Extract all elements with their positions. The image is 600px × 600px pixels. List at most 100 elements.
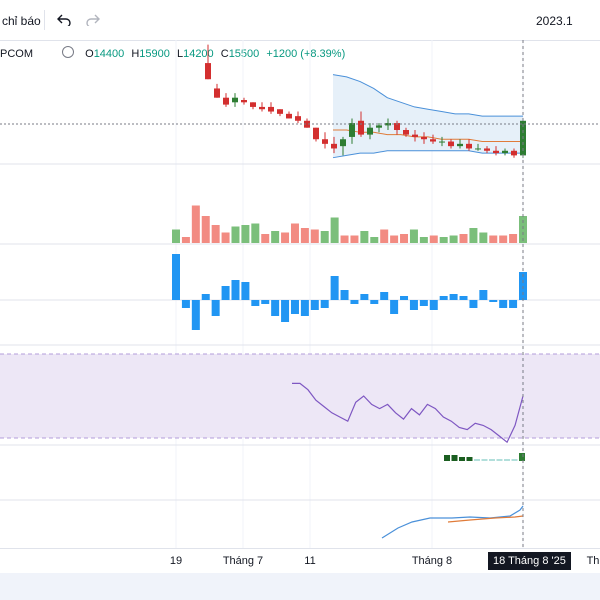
volume-bar — [300, 228, 309, 243]
x-tick: Tháng 8 — [411, 555, 453, 567]
macd-bar — [330, 276, 339, 300]
volume-bar — [201, 216, 210, 243]
signal-line-orange — [447, 515, 524, 523]
period-selector[interactable]: 2023.1 — [536, 14, 573, 28]
volume-bar — [509, 234, 518, 243]
bollinger-upper — [332, 74, 523, 117]
bollinger-fill — [333, 74, 523, 158]
oscillator-bar — [466, 457, 473, 461]
macd-bar — [439, 296, 448, 300]
macd-bar — [459, 296, 468, 300]
rsi-layer — [292, 382, 524, 444]
candle-body — [259, 106, 265, 110]
volume-bar — [390, 235, 399, 243]
volume-bar — [172, 229, 180, 243]
macd-bar — [261, 300, 270, 304]
volume-bar — [380, 229, 389, 243]
candle-body — [448, 141, 454, 147]
macd-bar — [231, 280, 240, 300]
macd-bar — [360, 294, 369, 300]
volume-bar — [469, 228, 478, 243]
candle-body — [232, 97, 238, 103]
candle-body — [340, 139, 346, 147]
volume-bar — [181, 237, 190, 243]
symbol-label[interactable]: PCOM — [0, 48, 33, 60]
indicators-button[interactable]: chỉ báo — [2, 14, 41, 28]
candle-body — [286, 113, 292, 119]
macd-bar — [479, 290, 488, 300]
candle-body — [376, 125, 382, 128]
macd-layer — [0, 254, 600, 330]
oscillator-bar — [511, 459, 518, 461]
macd-bar — [380, 292, 389, 300]
redo-icon[interactable] — [82, 9, 104, 31]
macd-bar — [191, 300, 200, 330]
volume-bar — [409, 229, 418, 243]
candle-body — [268, 106, 274, 112]
low-value: 14200 — [183, 48, 214, 60]
candle-body — [394, 123, 400, 130]
volume-bar — [340, 235, 349, 243]
volume-bar — [310, 229, 319, 243]
macd-bar — [221, 286, 230, 300]
macd-bar — [181, 300, 190, 308]
macd-bar — [300, 300, 309, 316]
candle-body — [475, 148, 481, 150]
moving-average-line — [333, 129, 523, 143]
macd-bar — [320, 300, 329, 308]
time-axis: 19 Tháng 7 11 Tháng 8 Th 18 Tháng 8 '25 — [0, 548, 600, 573]
oscillator-bar — [496, 459, 503, 461]
oscillator-bar — [519, 453, 525, 461]
volume-bar — [419, 237, 428, 243]
macd-bar — [429, 300, 438, 310]
rsi-line — [292, 382, 524, 444]
macd-bar — [419, 300, 428, 306]
circle-marker-icon — [62, 46, 75, 58]
candle-body — [502, 150, 508, 154]
volume-bar — [489, 235, 498, 243]
volume-bar — [221, 232, 230, 243]
volume-bar — [231, 226, 240, 243]
candle-body — [277, 109, 283, 114]
volume-bar — [499, 235, 508, 243]
volume-bar — [429, 235, 438, 243]
candle-body — [304, 120, 310, 128]
macd-bar — [390, 300, 399, 314]
oscillator-bar — [474, 459, 480, 461]
price-chart[interactable] — [0, 40, 600, 548]
oscillator-bar — [451, 455, 458, 461]
volume-bar — [479, 232, 488, 243]
candle-body — [403, 130, 409, 135]
volume-bar — [251, 223, 260, 243]
oscillator-bar — [489, 459, 495, 461]
macd-bar — [400, 296, 409, 300]
candle-body — [322, 139, 328, 144]
volume-bar — [459, 234, 468, 243]
candle-body — [250, 102, 256, 107]
candle-body — [313, 127, 319, 140]
macd-bar — [290, 300, 299, 314]
macd-bar — [340, 290, 349, 300]
volume-bar — [290, 223, 299, 243]
volume-bar — [281, 232, 290, 243]
macd-bar — [201, 294, 210, 300]
volume-bar — [400, 234, 409, 243]
candle-body — [511, 150, 517, 156]
candle-body — [430, 139, 436, 142]
volume-bar — [271, 231, 280, 243]
oscillator-bar — [481, 459, 488, 461]
macd-bar — [310, 300, 319, 310]
change-value: +1200 (+8.39%) — [266, 48, 346, 60]
volume-layer — [172, 205, 527, 243]
macd-bar — [469, 300, 478, 308]
macd-bar — [499, 300, 508, 308]
undo-icon[interactable] — [53, 9, 75, 31]
open-value: 14400 — [93, 48, 125, 60]
volume-bar — [320, 231, 329, 243]
x-tick: 19 — [169, 555, 183, 567]
chart-grid — [0, 40, 600, 548]
x-tick: Th — [586, 555, 600, 567]
volume-bar — [261, 234, 270, 243]
x-tick: 11 — [304, 555, 316, 567]
macd-bar — [211, 300, 220, 316]
